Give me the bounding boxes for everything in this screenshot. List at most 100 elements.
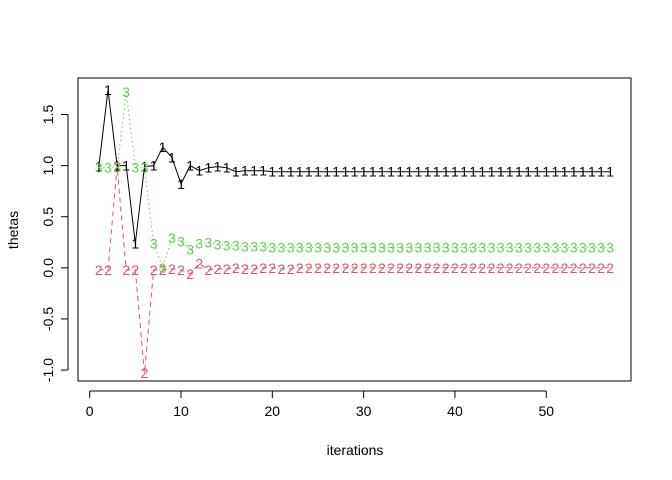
series-1-point: 1	[104, 82, 112, 98]
series-3-point: 3	[552, 239, 560, 255]
series-2-point: 2	[287, 261, 295, 277]
series-3-point: 3	[214, 236, 222, 252]
series-1-point: 1	[205, 160, 213, 176]
series-1-point: 1	[415, 164, 423, 180]
series-1-point: 1	[159, 139, 167, 155]
series-1-point: 1	[424, 164, 432, 180]
series-2-point: 2	[424, 260, 432, 276]
series-3-point: 3	[442, 239, 450, 255]
series-2-point: 2	[378, 260, 386, 276]
series-3-point: 3	[150, 235, 158, 251]
series-2-point: 2	[524, 260, 532, 276]
x-tick-label: 40	[447, 403, 463, 419]
series-1-point: 1	[259, 163, 267, 179]
series-2-point: 2	[579, 260, 587, 276]
series-3-point: 3	[250, 238, 258, 254]
series-3-point: 3	[259, 238, 267, 254]
series-1-point: 1	[396, 164, 404, 180]
series-3-point: 3	[305, 239, 313, 255]
series-2-point: 2	[314, 260, 322, 276]
series-2-point: 2	[232, 260, 240, 276]
series-1-point: 1	[515, 164, 523, 180]
series-1-point: 1	[223, 160, 231, 176]
series-1-point: 1	[588, 164, 596, 180]
series-2-point: 2	[268, 260, 276, 276]
series-3-point: 3	[506, 239, 514, 255]
series-3-point: 3	[323, 239, 331, 255]
series-3-point: 3	[478, 239, 486, 255]
series-2-point: 2	[150, 262, 158, 278]
series-1-point: 1	[332, 164, 340, 180]
series-2-point: 2	[122, 262, 130, 278]
series-3-point: 3	[342, 239, 350, 255]
series-1-point: 1	[360, 164, 368, 180]
series-3-point: 3	[405, 239, 413, 255]
y-tick-label: 1.5	[40, 105, 56, 125]
series-2-point: 2	[296, 260, 304, 276]
series-1-point: 1	[506, 164, 514, 180]
series-2-point: 2	[488, 260, 496, 276]
series-3-point: 3	[378, 239, 386, 255]
series-1-point: 1	[579, 164, 587, 180]
series-3-point: 3	[561, 239, 569, 255]
series-1-point: 1	[405, 164, 413, 180]
series-2-point: 2	[241, 261, 249, 277]
series-1-point: 1	[232, 164, 240, 180]
series-2-point: 2	[451, 260, 459, 276]
series-2-point: 2	[533, 260, 541, 276]
series-1-point: 1	[150, 158, 158, 174]
series-2-point: 2	[396, 260, 404, 276]
series-3-point: 3	[223, 237, 231, 253]
series-1-point: 1	[342, 164, 350, 180]
series-2-point: 2	[552, 260, 560, 276]
series-2-point: 2	[433, 260, 441, 276]
series-3-point: 3	[542, 239, 550, 255]
series-3-point: 3	[488, 239, 496, 255]
series-2-point: 2	[305, 260, 313, 276]
series-1-point: 1	[296, 164, 304, 180]
series-3-point: 3	[131, 160, 139, 176]
series-1-point: 1	[497, 164, 505, 180]
series-2-point: 2	[460, 260, 468, 276]
series-2-point: 2	[205, 262, 213, 278]
y-tick-label: 0.5	[40, 207, 56, 227]
series-3-point: 3	[287, 239, 295, 255]
series-1-point: 1	[314, 164, 322, 180]
series-1-point: 1	[469, 164, 477, 180]
series-3-point: 3	[570, 239, 578, 255]
series-3-point: 3	[241, 238, 249, 254]
series-1-point: 1	[214, 159, 222, 175]
y-axis: -1.0 -0.5 0.0 0.5 1.0 1.5	[40, 105, 69, 382]
series-1-point: 1	[542, 164, 550, 180]
series-3-point: 3	[579, 239, 587, 255]
series-3-point: 3	[159, 260, 167, 276]
series-3-point: 3	[588, 239, 596, 255]
series-2-point: 2	[387, 260, 395, 276]
y-tick-label: -0.5	[40, 307, 56, 331]
y-axis-label: thetas	[5, 211, 21, 249]
series-3-point: 3	[524, 239, 532, 255]
y-tick-label: -1.0	[40, 358, 56, 382]
series-3-point: 3	[351, 239, 359, 255]
series-1-point: 1	[122, 158, 130, 174]
series-2-point: 2	[159, 262, 167, 278]
series-line-2	[98, 166, 611, 374]
series-3-point: 3	[232, 237, 240, 253]
series-2-point: 2	[469, 260, 477, 276]
series-1-point: 1	[168, 149, 176, 165]
series-3-point: 3	[497, 239, 505, 255]
series-1-point: 1	[186, 158, 194, 174]
series-3-point: 3	[122, 84, 130, 100]
series-2-point: 2	[95, 262, 103, 278]
series-2-point: 2	[542, 260, 550, 276]
series-2-point: 2	[415, 260, 423, 276]
series-2-point: 2	[214, 261, 222, 277]
series-3-point: 3	[424, 239, 432, 255]
series-1-point: 1	[131, 235, 139, 251]
series-3-point: 3	[415, 239, 423, 255]
series-2-point: 2	[195, 256, 203, 272]
series-lines	[98, 89, 611, 374]
